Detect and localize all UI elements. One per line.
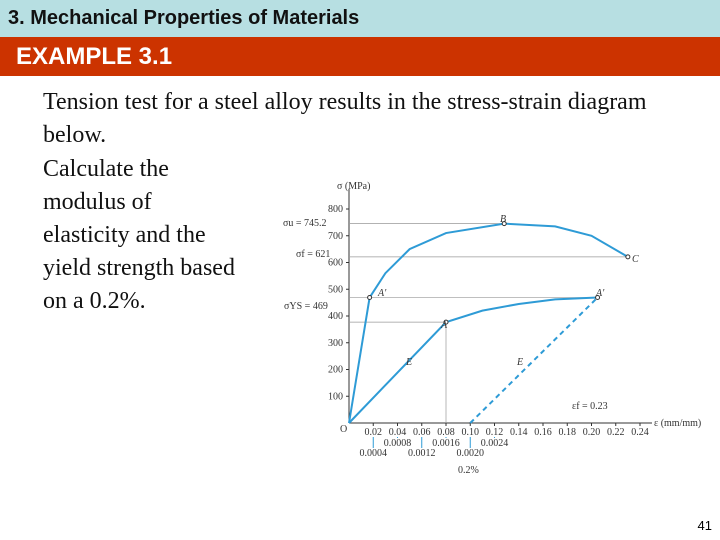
y-tick-label: 200	[328, 365, 343, 376]
annotation: C	[632, 254, 639, 265]
x-tick-label: 0.12	[486, 427, 504, 438]
x-axis-label: ε (mm/mm)	[654, 418, 701, 429]
x2-tick-label: 0.0004	[360, 448, 388, 459]
y-tick-label: 400	[328, 311, 343, 322]
x-tick-label: 0.02	[365, 427, 383, 438]
annotation: σYS = 469	[284, 301, 328, 312]
banner-text: EXAMPLE 3.1	[16, 43, 173, 70]
point	[367, 295, 373, 301]
annotation: E	[516, 357, 523, 368]
x-tick-label: 0.04	[389, 427, 407, 438]
x-tick-label: 0.22	[607, 427, 625, 438]
y-tick-label: 500	[328, 284, 343, 295]
x2-tick-label: 0.0012	[408, 448, 436, 459]
x-tick-label: 0.16	[534, 427, 552, 438]
y-tick-label: 100	[328, 391, 343, 402]
x2-tick-label: 0.0008	[384, 438, 412, 449]
banner: EXAMPLE 3.1	[0, 37, 720, 76]
y-tick-label: 300	[328, 338, 343, 349]
paragraph: Calculate the modulus of elasticity and …	[43, 156, 235, 314]
x-tick-label: 0.18	[559, 427, 577, 438]
point	[625, 254, 631, 260]
x-tick-label: 0.10	[462, 427, 480, 438]
annotation: B	[500, 214, 506, 225]
y-axis-label: σ (MPa)	[337, 181, 370, 192]
y-tick-label: 600	[328, 258, 343, 269]
x-tick-label: 0.06	[413, 427, 431, 438]
annotation: εf = 0.23	[572, 401, 608, 412]
header-title: 3. Mechanical Properties of Materials	[8, 7, 360, 29]
point	[443, 319, 449, 325]
annotation: A'	[377, 288, 387, 299]
y-tick-label: 800	[328, 204, 343, 215]
header-bar: 3. Mechanical Properties of Materials	[0, 0, 720, 37]
x2-tick-label: 0.0024	[481, 438, 509, 449]
page-number: 41	[697, 518, 712, 533]
x-tick-label: 0.14	[510, 427, 528, 438]
y-tick-label: 700	[328, 231, 343, 242]
x-tick-label: 0.08	[437, 427, 455, 438]
annotation: 0.2%	[458, 465, 479, 476]
x-tick-label: 0.20	[583, 427, 601, 438]
annotation: σu = 745.2	[283, 218, 327, 229]
annotation: O	[340, 424, 347, 435]
figure-background	[282, 172, 652, 490]
x-tick-label: 0.24	[631, 427, 649, 438]
annotation: σf = 621	[296, 249, 330, 260]
annotation: A	[440, 320, 448, 331]
curve	[348, 222, 629, 424]
annotation: A'	[595, 288, 605, 299]
x2-tick-label: 0.0020	[457, 448, 485, 459]
curve	[469, 296, 599, 424]
x2-tick-label: 0.0016	[432, 438, 460, 449]
annotation: E	[405, 357, 412, 368]
point	[501, 221, 507, 227]
curve	[348, 296, 598, 424]
point	[595, 295, 601, 301]
paragraph: Tension test for a steel alloy results i…	[43, 89, 647, 148]
